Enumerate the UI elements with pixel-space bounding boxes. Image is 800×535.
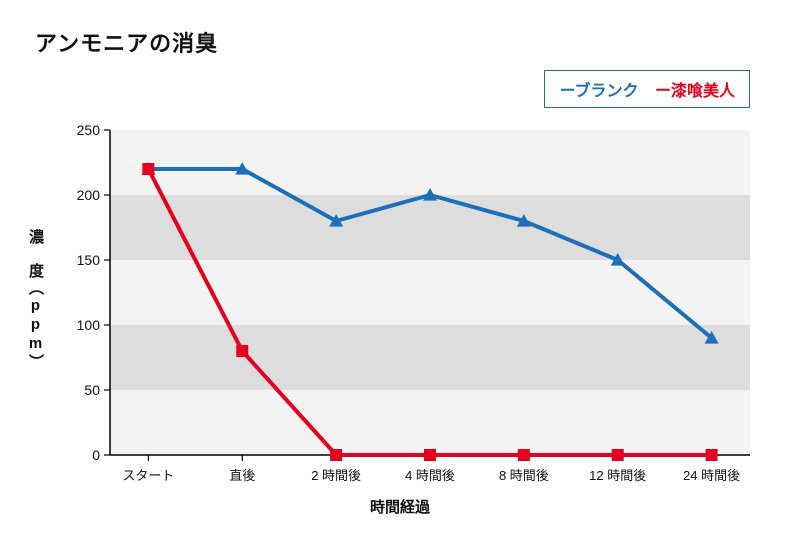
y-tick-label: 250 (60, 122, 100, 138)
chart-wrapper: { "chart": { "type": "line", "title": "ア… (0, 0, 800, 535)
x-tick-label: 4 時間後 (405, 465, 455, 484)
chart-plot (0, 0, 800, 535)
y-tick-label: 200 (60, 187, 100, 203)
x-tick-label: 2 時間後 (311, 465, 361, 484)
x-tick-label: 24 時間後 (683, 465, 740, 484)
y-tick-label: 100 (60, 317, 100, 333)
x-tick-label: 8 時間後 (499, 465, 549, 484)
x-tick-label: スタート (122, 465, 174, 484)
y-tick-label: 50 (60, 382, 100, 398)
x-tick-label: 直後 (229, 465, 255, 484)
x-tick-label: 12 時間後 (589, 465, 646, 484)
y-tick-label: 0 (60, 447, 100, 463)
y-tick-label: 150 (60, 252, 100, 268)
